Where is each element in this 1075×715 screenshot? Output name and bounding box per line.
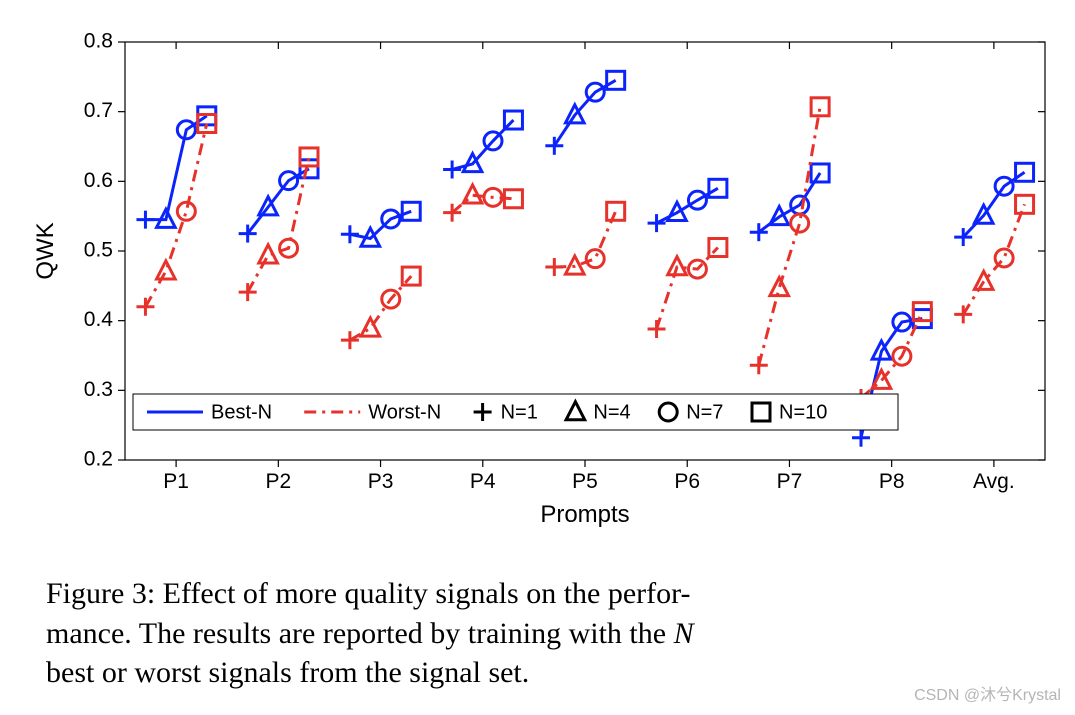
svg-text:0.2: 0.2 [84,448,113,471]
svg-text:0.4: 0.4 [84,308,114,331]
svg-text:N=1: N=1 [501,401,538,423]
watermark: CSDN @沐兮Krystal [914,681,1061,705]
svg-text:P1: P1 [163,470,189,493]
svg-text:P8: P8 [879,470,905,493]
svg-text:P4: P4 [470,470,496,493]
caption-line1: Figure 3: Effect of more quality signals… [46,577,691,610]
svg-text:0.5: 0.5 [84,239,113,262]
svg-text:0.7: 0.7 [84,99,113,122]
y-axis-title: QWK [32,222,59,279]
x-axis-title: Prompts [540,501,629,528]
svg-text:Best-N: Best-N [211,401,272,423]
svg-text:0.3: 0.3 [84,378,113,401]
svg-text:Avg.: Avg. [973,470,1015,493]
qwk-chart: 0.2 0.3 0.4 0.5 0.6 0.7 0.8 P1 P2 P3 P4 P5 P6 P7 P8 Av… [0,0,1075,540]
svg-text:0.8: 0.8 [84,30,113,53]
svg-text:N=10: N=10 [779,401,827,423]
svg-text:P2: P2 [265,470,291,493]
svg-text:P6: P6 [674,470,700,493]
svg-text:P7: P7 [777,470,803,493]
svg-text:Worst-N: Worst-N [368,401,441,423]
svg-text:P3: P3 [368,470,394,493]
svg-text:0.6: 0.6 [84,169,113,192]
figure-caption: Figure 3: Effect of more quality signals… [46,574,1046,693]
svg-text:N=4: N=4 [593,401,630,423]
svg-text:P5: P5 [572,470,598,493]
caption-line3: best or worst signals from the signal se… [46,656,529,689]
svg-text:N=7: N=7 [686,401,723,423]
caption-line2: mance. The results are reported by train… [46,617,694,650]
